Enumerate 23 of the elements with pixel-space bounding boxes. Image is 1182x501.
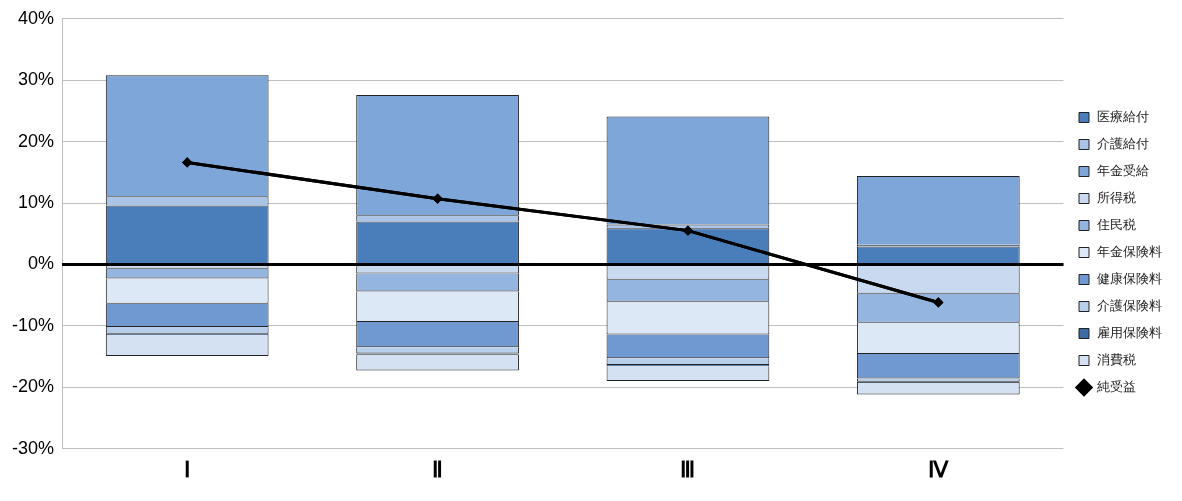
y-tick-label: 10% <box>17 191 55 212</box>
legend-label: 純受益 <box>1097 378 1136 394</box>
y-tick-label: -10% <box>11 314 55 335</box>
y-tick-label: -30% <box>11 437 55 458</box>
legend-label: 健康保険料 <box>1097 270 1162 286</box>
y-tick-label: 0% <box>28 253 55 274</box>
legend-label: 医療給付 <box>1097 108 1149 124</box>
legend-label: 所得税 <box>1097 189 1136 205</box>
legend-label: 住民税 <box>1096 216 1136 232</box>
y-tick-label: 40% <box>17 7 55 28</box>
legend-label: 年金受給 <box>1097 162 1149 178</box>
legend-label: 雇用保険料 <box>1097 324 1162 340</box>
x-tick-label: Ⅳ <box>928 457 950 483</box>
legend-label: 介護給付 <box>1097 135 1149 151</box>
x-tick-label: Ⅰ <box>184 457 191 483</box>
x-tick-label: Ⅱ <box>432 457 444 483</box>
x-tick-label: Ⅲ <box>680 457 696 483</box>
legend-label: 介護保険料 <box>1097 297 1162 313</box>
y-tick-label: 20% <box>17 130 55 151</box>
y-tick-label: 30% <box>17 69 55 90</box>
y-tick-label: -20% <box>11 376 55 397</box>
legend-label: 消費税 <box>1097 351 1136 367</box>
legend-label: 年金保険料 <box>1097 243 1162 259</box>
